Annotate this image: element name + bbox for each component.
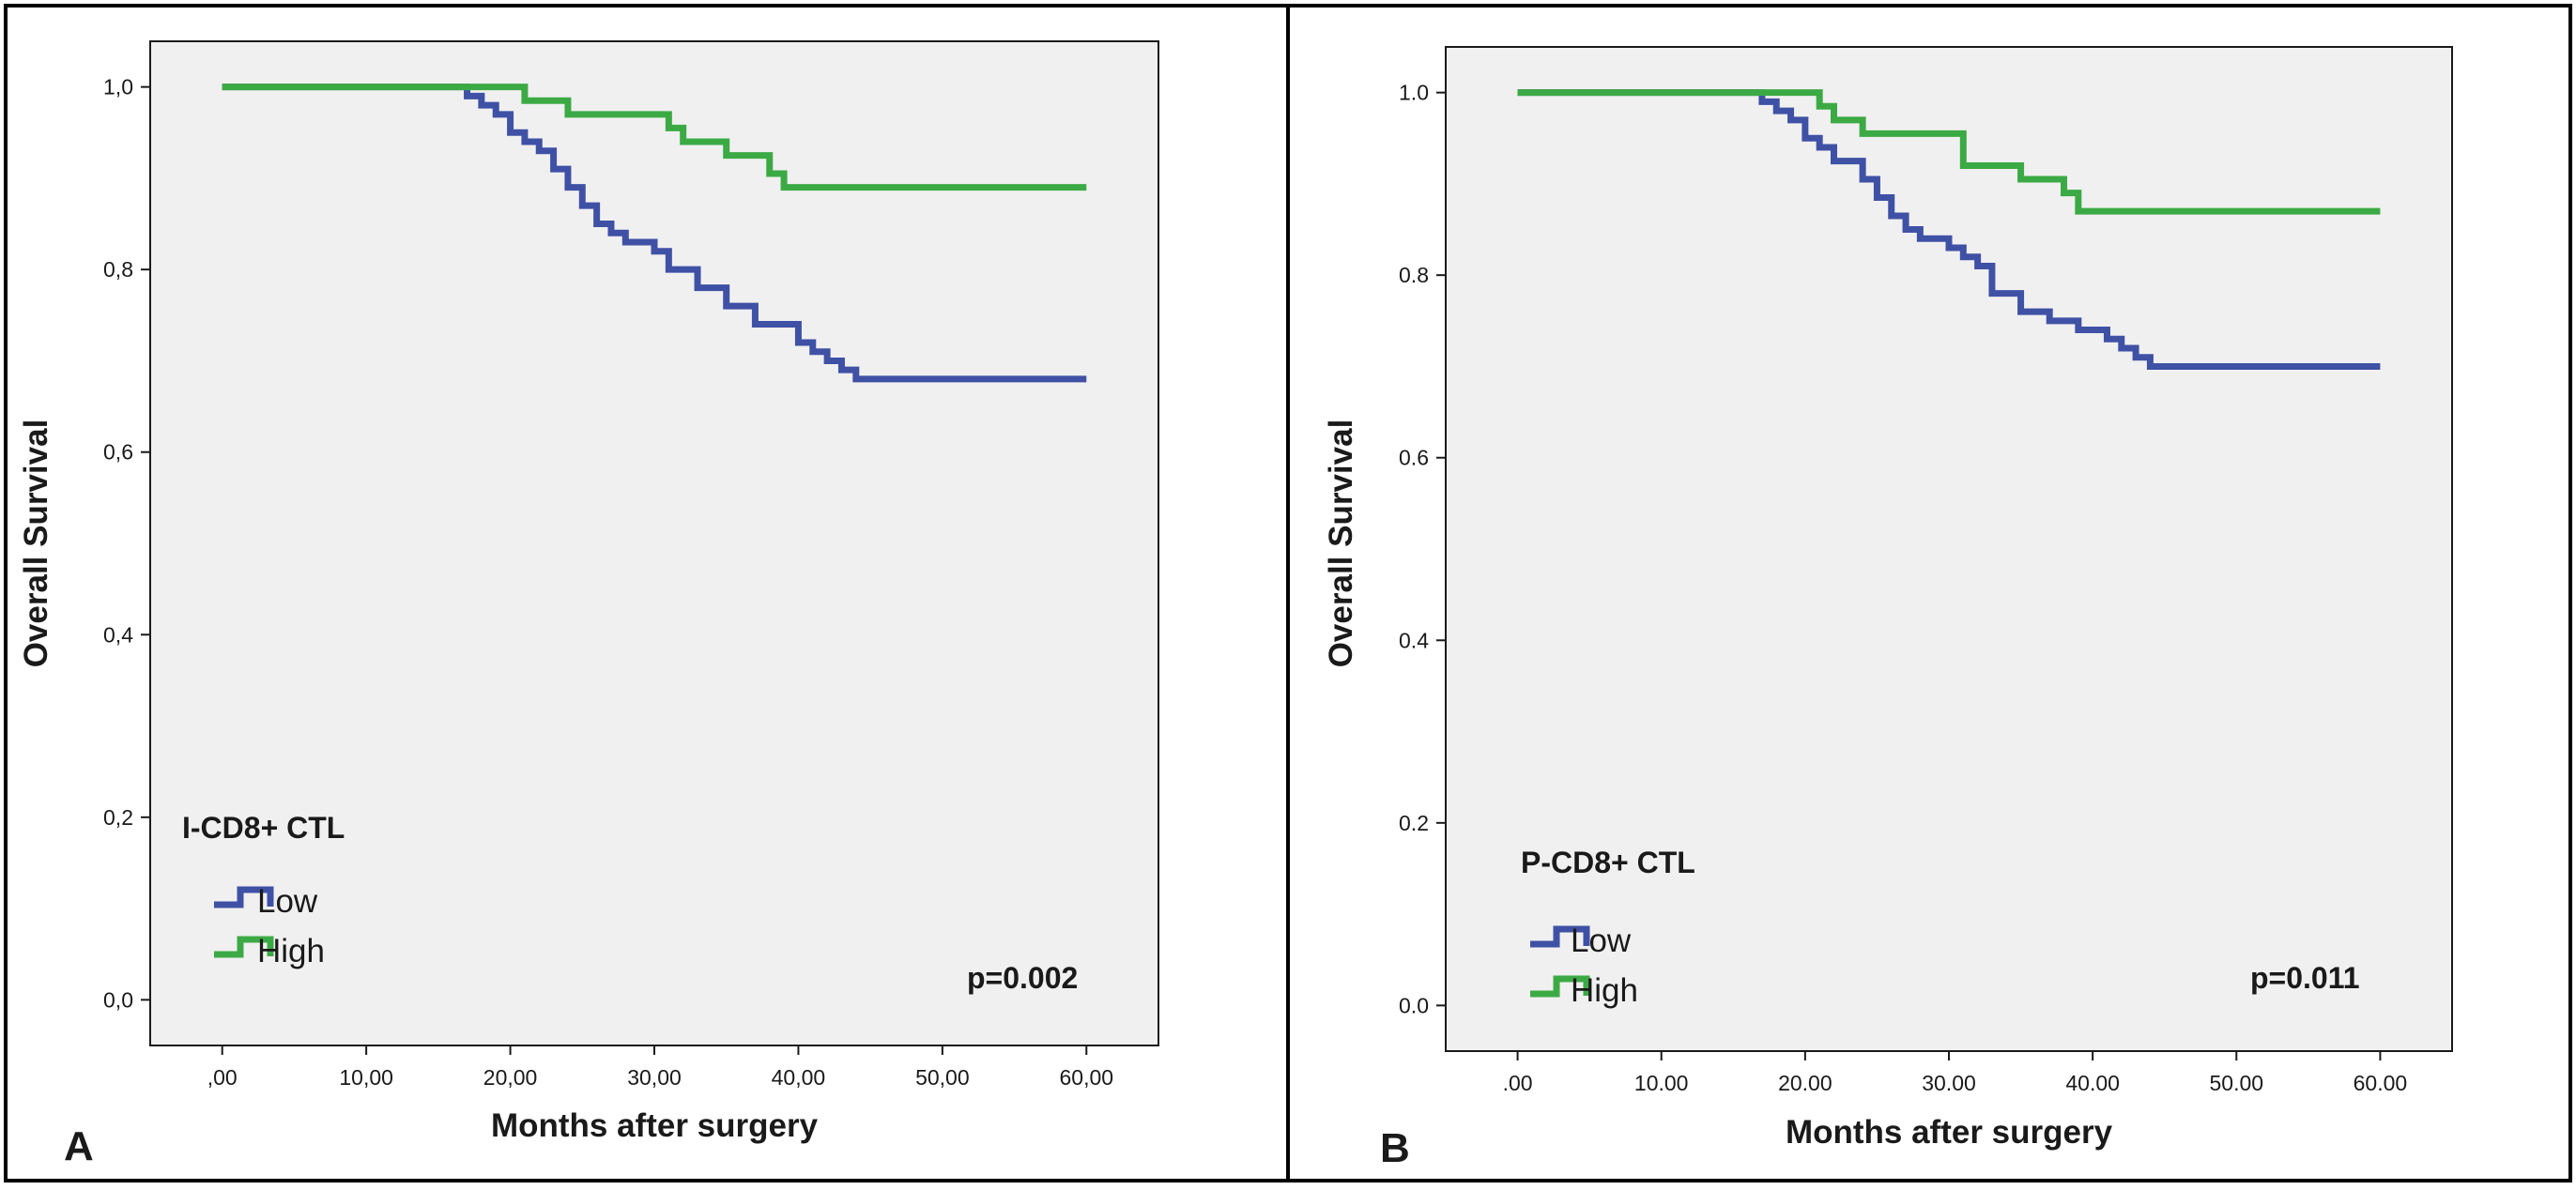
survival-curve-high (1517, 89, 2381, 215)
y-tick-label: 0.6 (1399, 446, 1429, 470)
plot-area (1445, 46, 2453, 1052)
y-tick-label: 0,0 (103, 987, 133, 1012)
x-tick-label: 10.00 (1634, 1071, 1689, 1095)
x-tick-label: 60.00 (2354, 1071, 2408, 1095)
survival-curve-low (222, 84, 1087, 383)
x-tick-label: 40.00 (2065, 1071, 2120, 1095)
legend-label-low: Low (1571, 923, 1632, 959)
x-tick-label: 30,00 (627, 1065, 682, 1090)
x-axis-label: Months after surgery (491, 1107, 819, 1144)
p-value-annotation: p=0.002 (967, 961, 1078, 995)
x-tick-label: 10,00 (339, 1065, 393, 1090)
x-tick-label: 30.00 (1922, 1071, 1976, 1095)
y-tick-label: 1.0 (1399, 81, 1429, 105)
y-tick-label: 0,2 (103, 805, 133, 830)
x-axis-label: Months after surgery (1786, 1114, 2113, 1151)
panel-b: .00 10.00 20.00 30.00 40.00 50.00 60.00 0.0 0.2 0… (1286, 4, 2572, 1182)
panel-letter: A (64, 1123, 94, 1169)
survival-curve-low (1517, 89, 2381, 370)
y-tick-label: 0,8 (103, 257, 133, 282)
y-tick-label: 0,6 (103, 440, 133, 465)
y-tick-label: 0.0 (1399, 993, 1429, 1017)
legend-label-high: High (1571, 972, 1638, 1009)
km-chart-b: .00 10.00 20.00 30.00 40.00 50.00 60.00 0.0 0.2 0… (1323, 46, 2453, 1171)
legend-label-low: Low (257, 883, 318, 920)
x-tick-label: 50.00 (2210, 1071, 2264, 1095)
x-tick-label: 20.00 (1778, 1071, 1832, 1095)
legend-title: P-CD8+ CTL (1521, 846, 1695, 879)
legend-title: I-CD8+ CTL (182, 811, 345, 845)
p-value-annotation: p=0.011 (2250, 961, 2360, 995)
legend-label-high: High (257, 933, 325, 969)
legend-swatch-high (1530, 975, 1590, 998)
panel-letter: B (1380, 1125, 1410, 1171)
x-tick-label: 20,00 (483, 1065, 538, 1090)
y-tick-label: 0.4 (1399, 628, 1429, 652)
legend-swatch-low (1530, 925, 1590, 948)
panel-a: ,00 10,00 20,00 30,00 40,00 50,00 60,00 0,0 0,2 0… (4, 4, 1290, 1182)
legend-swatch-low (214, 886, 274, 908)
y-tick-label: 0.2 (1399, 811, 1429, 835)
legend-swatch-high (214, 936, 274, 958)
y-axis-label: Overall Survival (1323, 420, 1359, 668)
y-axis-label: Overall Survival (18, 420, 54, 668)
y-tick-label: 0.8 (1399, 263, 1429, 287)
y-tick-label: 0,4 (103, 622, 133, 647)
x-tick-label: ,00 (207, 1065, 238, 1090)
x-tick-label: 40,00 (772, 1065, 826, 1090)
plot-area (149, 40, 1159, 1046)
x-tick-label: 60,00 (1060, 1065, 1114, 1090)
km-chart-a: ,00 10,00 20,00 30,00 40,00 50,00 60,00 0,0 0,2 0… (18, 40, 1159, 1169)
x-tick-label: .00 (1503, 1071, 1533, 1095)
x-tick-label: 50,00 (915, 1065, 970, 1090)
survival-curve-high (222, 84, 1087, 191)
y-tick-label: 1,0 (103, 75, 133, 99)
